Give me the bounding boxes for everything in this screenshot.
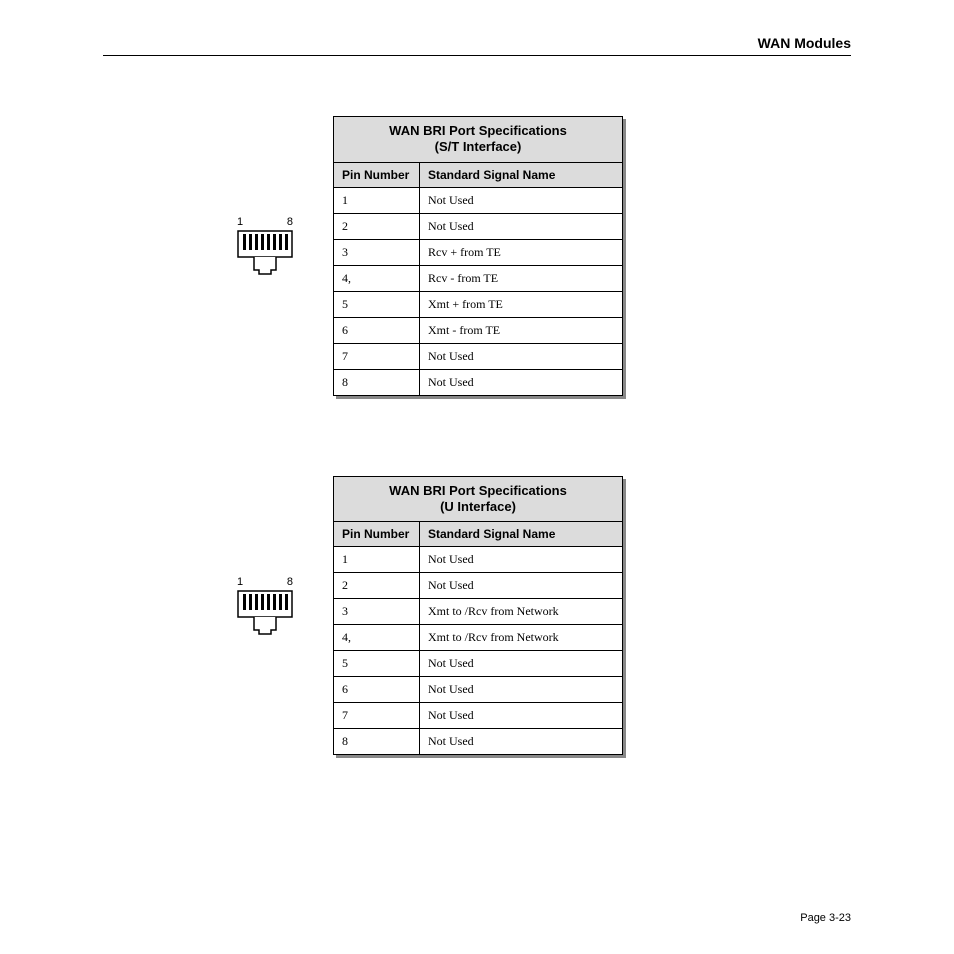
cell-pin: 5	[334, 291, 420, 317]
page-number: Page 3-23	[800, 912, 851, 924]
cell-signal: Rcv + from TE	[420, 239, 623, 265]
cell-signal: Not Used	[420, 187, 623, 213]
table-title-line1: WAN BRI Port Specifications	[389, 483, 567, 498]
cell-signal: Not Used	[420, 547, 623, 573]
cell-pin: 4,	[334, 625, 420, 651]
cell-pin: 3	[334, 599, 420, 625]
rj-connector-icon	[237, 230, 293, 276]
page: WAN Modules 1 8	[0, 0, 954, 954]
cell-signal: Not Used	[420, 651, 623, 677]
cell-pin: 1	[334, 547, 420, 573]
cell-signal: Not Used	[420, 369, 623, 395]
table-row: 3Xmt to /Rcv from Network	[334, 599, 623, 625]
table-row: 8Not Used	[334, 369, 623, 395]
header-title: WAN Modules	[758, 35, 851, 51]
table-row: 2Not Used	[334, 213, 623, 239]
cell-pin: 7	[334, 343, 420, 369]
table-title-line2: (S/T Interface)	[435, 139, 522, 154]
page-header: WAN Modules	[103, 35, 851, 56]
cell-signal: Not Used	[420, 677, 623, 703]
table-title-line1: WAN BRI Port Specifications	[389, 123, 567, 138]
cell-signal: Not Used	[420, 729, 623, 755]
table-row: 5Xmt + from TE	[334, 291, 623, 317]
connector-diagram-u: 1 8	[103, 476, 293, 636]
table-row: 8Not Used	[334, 729, 623, 755]
table-row: 6Not Used	[334, 677, 623, 703]
cell-signal: Xmt to /Rcv from Network	[420, 625, 623, 651]
col-header-pin: Pin Number	[334, 162, 420, 187]
cell-signal: Not Used	[420, 573, 623, 599]
cell-signal: Xmt - from TE	[420, 317, 623, 343]
section-u-interface: 1 8 WAN BRI Port Specifications(U Interf…	[103, 476, 851, 756]
col-header-signal: Standard Signal Name	[420, 162, 623, 187]
table-row: 1Not Used	[334, 187, 623, 213]
cell-pin: 2	[334, 573, 420, 599]
cell-pin: 8	[334, 729, 420, 755]
cell-signal: Xmt to /Rcv from Network	[420, 599, 623, 625]
table-row: 1Not Used	[334, 547, 623, 573]
table-row: 4,Rcv - from TE	[334, 265, 623, 291]
spec-table-st: WAN BRI Port Specifications(S/T Interfac…	[333, 116, 623, 396]
cell-pin: 2	[334, 213, 420, 239]
table-row: 5Not Used	[334, 651, 623, 677]
table-title: WAN BRI Port Specifications(S/T Interfac…	[334, 117, 623, 163]
table-row: 6Xmt - from TE	[334, 317, 623, 343]
col-header-pin: Pin Number	[334, 522, 420, 547]
col-header-signal: Standard Signal Name	[420, 522, 623, 547]
cell-signal: Not Used	[420, 213, 623, 239]
table-row: 7Not Used	[334, 703, 623, 729]
table-u: WAN BRI Port Specifications(U Interface)…	[333, 476, 623, 756]
cell-pin: 1	[334, 187, 420, 213]
cell-signal: Not Used	[420, 343, 623, 369]
cell-signal: Xmt + from TE	[420, 291, 623, 317]
connector-pin-labels: 1 8	[237, 576, 293, 588]
table-row: 2Not Used	[334, 573, 623, 599]
table-st-wrap: WAN BRI Port Specifications(S/T Interfac…	[333, 116, 623, 396]
cell-pin: 5	[334, 651, 420, 677]
cell-pin: 4,	[334, 265, 420, 291]
connector-pin-labels: 1 8	[237, 216, 293, 228]
cell-pin: 3	[334, 239, 420, 265]
cell-pin: 6	[334, 677, 420, 703]
cell-pin: 7	[334, 703, 420, 729]
cell-pin: 8	[334, 369, 420, 395]
connector-label-right: 8	[287, 216, 293, 228]
cell-pin: 6	[334, 317, 420, 343]
connector-diagram-st: 1 8	[103, 116, 293, 276]
connector-label-right: 8	[287, 576, 293, 588]
section-st-interface: 1 8 WAN BRI Port Specificat	[103, 116, 851, 396]
spec-table-u: WAN BRI Port Specifications(U Interface)…	[333, 476, 623, 756]
table-u-wrap: WAN BRI Port Specifications(U Interface)…	[333, 476, 623, 756]
table-row: 7Not Used	[334, 343, 623, 369]
connector-label-left: 1	[237, 216, 243, 228]
table-row: 4,Xmt to /Rcv from Network	[334, 625, 623, 651]
connector-label-left: 1	[237, 576, 243, 588]
rj-connector-icon	[237, 590, 293, 636]
table-row: 3Rcv + from TE	[334, 239, 623, 265]
table-st: WAN BRI Port Specifications(S/T Interfac…	[333, 116, 623, 396]
table-title-line2: (U Interface)	[440, 499, 516, 514]
table-title: WAN BRI Port Specifications(U Interface)	[334, 476, 623, 522]
cell-signal: Rcv - from TE	[420, 265, 623, 291]
cell-signal: Not Used	[420, 703, 623, 729]
